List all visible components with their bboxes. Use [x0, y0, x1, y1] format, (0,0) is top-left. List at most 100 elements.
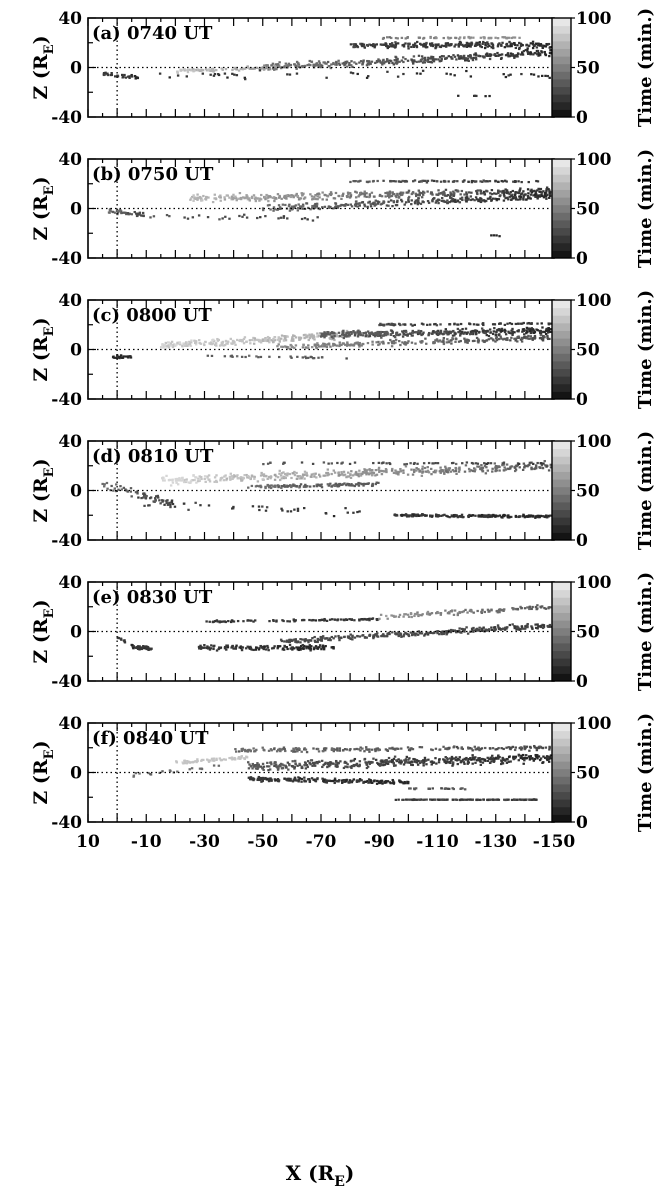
data-point	[377, 340, 380, 344]
data-point	[402, 615, 405, 618]
data-point	[276, 345, 279, 348]
data-point	[505, 180, 508, 183]
data-point	[510, 195, 513, 198]
data-point	[218, 344, 222, 347]
data-point	[369, 62, 372, 65]
data-point	[124, 76, 128, 79]
point-cluster-1	[319, 326, 552, 340]
data-point	[286, 761, 290, 764]
data-point	[133, 74, 137, 78]
data-point	[388, 43, 392, 46]
data-point	[428, 613, 431, 616]
data-point	[373, 195, 376, 198]
data-point	[316, 198, 319, 201]
data-point	[526, 622, 529, 626]
data-point	[546, 516, 549, 519]
data-point	[474, 333, 478, 336]
data-point	[174, 344, 177, 347]
data-point	[329, 639, 332, 642]
data-point	[365, 470, 368, 473]
y-tick-label: 40	[58, 9, 82, 29]
data-point	[519, 605, 522, 608]
data-point	[446, 470, 449, 474]
data-point	[245, 194, 248, 197]
data-point	[246, 645, 249, 648]
data-point	[293, 474, 297, 477]
data-point	[513, 43, 517, 46]
data-point	[297, 648, 301, 652]
data-point	[382, 62, 385, 65]
data-point	[197, 214, 201, 217]
data-point	[488, 328, 492, 331]
data-point	[278, 61, 281, 64]
data-point	[526, 47, 529, 50]
data-point	[267, 475, 271, 479]
data-point	[466, 341, 469, 344]
data-point	[360, 618, 363, 621]
data-point	[504, 468, 508, 471]
data-point	[530, 607, 533, 611]
data-point	[140, 496, 143, 500]
data-point	[530, 73, 533, 76]
data-point	[300, 65, 304, 68]
data-point	[289, 195, 293, 199]
data-point	[229, 478, 232, 481]
data-point	[353, 45, 357, 49]
data-point	[446, 199, 449, 202]
data-point	[198, 195, 202, 199]
data-point	[471, 58, 475, 62]
data-point	[418, 469, 422, 472]
data-point	[529, 328, 532, 331]
data-point	[446, 338, 449, 341]
data-point	[340, 197, 343, 200]
data-point	[271, 62, 275, 65]
data-point	[394, 36, 398, 40]
data-point	[424, 470, 428, 473]
data-point	[433, 631, 436, 634]
data-point	[484, 472, 488, 475]
data-point	[547, 755, 551, 759]
data-point	[390, 329, 394, 332]
data-point	[402, 469, 405, 472]
data-points	[107, 179, 552, 238]
data-point	[516, 463, 519, 467]
data-point	[283, 194, 286, 198]
data-point	[413, 202, 417, 205]
data-point	[393, 192, 396, 196]
data-point	[385, 323, 388, 326]
data-point	[371, 484, 375, 487]
data-point	[348, 484, 351, 487]
data-point	[253, 197, 257, 201]
data-point	[348, 344, 352, 347]
data-point	[273, 208, 276, 211]
data-point	[396, 200, 399, 204]
data-point	[385, 58, 389, 61]
data-point	[322, 648, 326, 651]
data-point	[516, 608, 519, 611]
y-axis-label: Z (RE)	[30, 35, 57, 99]
data-point	[208, 620, 211, 623]
data-point	[382, 58, 385, 61]
data-point	[382, 43, 386, 46]
data-point	[456, 516, 460, 519]
data-point	[390, 180, 393, 183]
data-point	[351, 635, 354, 639]
data-point	[510, 36, 513, 40]
data-point	[290, 646, 294, 649]
data-point	[459, 193, 462, 196]
data-point	[201, 72, 205, 75]
data-point	[363, 195, 366, 198]
data-point	[118, 209, 122, 213]
data-point	[529, 331, 533, 335]
data-point	[196, 193, 199, 196]
data-point	[186, 217, 190, 220]
colorbar-tick-label: 0	[576, 672, 588, 692]
data-point	[332, 207, 335, 210]
data-point	[430, 515, 434, 518]
data-point	[286, 194, 289, 197]
colorbar-band	[552, 441, 571, 450]
data-point	[336, 619, 339, 622]
data-point	[367, 60, 371, 63]
